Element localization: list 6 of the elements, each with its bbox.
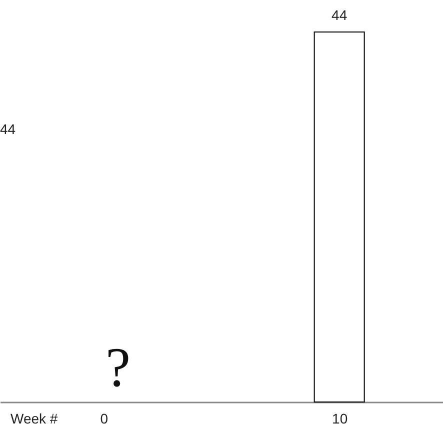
annotation: 44 <box>0 121 16 137</box>
x-tick-label: 0 <box>100 410 108 426</box>
data-label: 44 <box>332 7 348 23</box>
annotation: ? <box>106 337 130 399</box>
x-axis-title: Week # <box>10 410 58 426</box>
x-tick-label: 10 <box>332 410 348 426</box>
